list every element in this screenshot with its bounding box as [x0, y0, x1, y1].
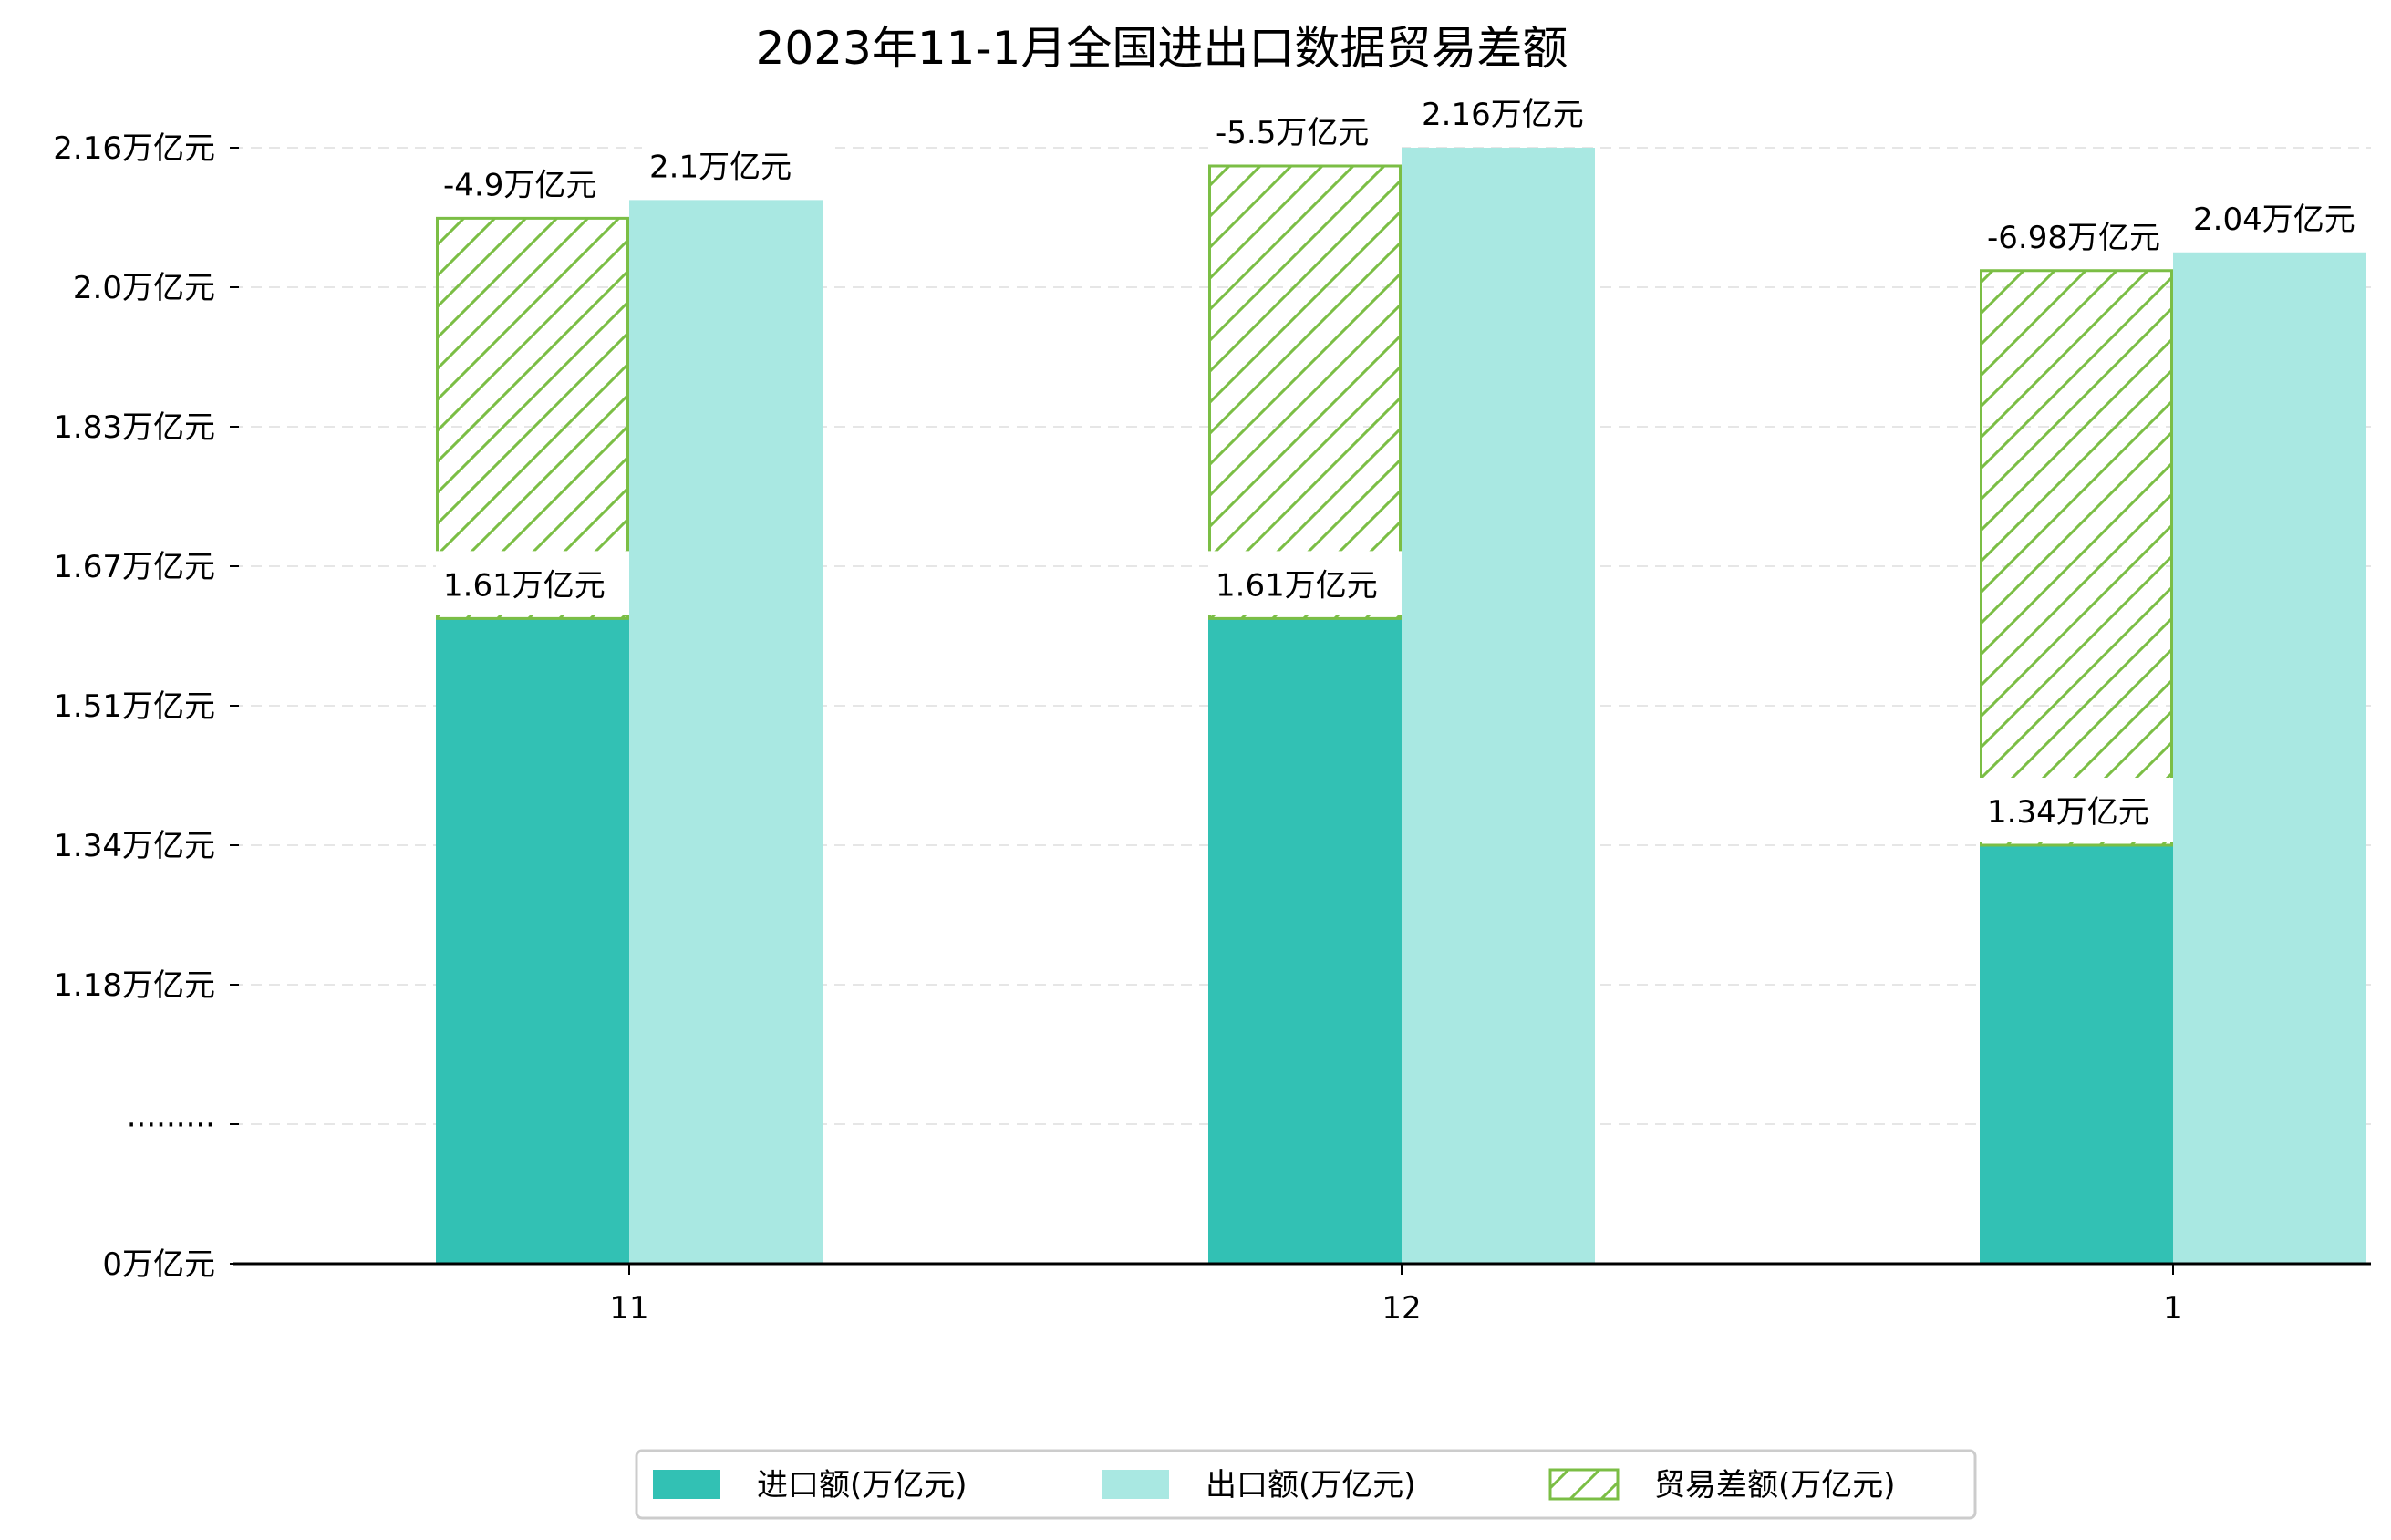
y-tick-label: 1.18万亿元: [53, 967, 215, 1004]
legend-balance: 贸易差额(万亿元): [1548, 1467, 1896, 1504]
trade-balance-bar: [1208, 164, 1402, 620]
label-background: [2186, 184, 2379, 249]
label-background: [642, 132, 835, 197]
export-value-label: 2.1万亿元: [649, 149, 792, 185]
x-tick-label: 11: [609, 1290, 648, 1327]
y-tick-label: 1.67万亿元: [53, 549, 215, 585]
export-value-label: 2.04万亿元: [2193, 202, 2355, 238]
balance-value-label-group: -6.98万亿元: [1980, 202, 2173, 267]
legend-balance-swatch: [1548, 1468, 1620, 1501]
legend-import-label: 进口额(万亿元): [757, 1467, 968, 1504]
label-background: [436, 150, 629, 215]
bars: [436, 148, 2366, 1264]
export-bar: [2173, 252, 2366, 1264]
legend-import-swatch: [653, 1470, 720, 1499]
import-value-label: 1.61万亿元: [443, 567, 606, 604]
chart-title: 2023年11-1月全国进出口数据贸易差额: [756, 22, 1568, 75]
x-tick-label: 12: [1382, 1290, 1421, 1327]
x-axis: 11 12 1: [233, 1262, 2371, 1327]
balance-value-label: -6.98万亿元: [1987, 220, 2160, 256]
balance-value-label: -4.9万亿元: [443, 167, 596, 203]
import-value-label-group: 1.34万亿元: [1980, 778, 2173, 842]
label-background: [1980, 202, 2173, 267]
trade-balance-bar: [1980, 269, 2173, 847]
import-value-label: 1.61万亿元: [1216, 567, 1378, 604]
data-labels: 1.61万亿元 -4.9万亿元 2.1万亿元 1.61万亿元 -5.5万亿元 2.16万亿…: [436, 80, 2379, 842]
legend-export: 出口额(万亿元): [1102, 1467, 1416, 1504]
label-background: [1980, 778, 2173, 842]
export-value-label-group: 2.1万亿元: [642, 132, 835, 197]
legend-export-label: 出口额(万亿元): [1206, 1467, 1416, 1504]
label-background: [1208, 98, 1402, 162]
x-tick-label: 1: [2163, 1290, 2183, 1327]
y-tick-label: 1.34万亿元: [53, 828, 215, 864]
legend-export-swatch: [1102, 1470, 1169, 1499]
y-tick-label: 0万亿元: [102, 1246, 215, 1283]
balance-value-label: -5.5万亿元: [1216, 115, 1369, 151]
export-value-label-group: 2.16万亿元: [1414, 80, 1608, 144]
import-bar: [436, 618, 629, 1264]
export-value-label: 2.16万亿元: [1422, 97, 1584, 133]
import-value-label-group: 1.61万亿元: [1208, 551, 1402, 615]
label-background: [1414, 80, 1608, 144]
y-tick-label: 2.16万亿元: [53, 130, 215, 167]
y-tick-label: 1.51万亿元: [53, 688, 215, 725]
export-bar: [1402, 148, 1595, 1264]
y-tick-label: 2.0万亿元: [73, 270, 215, 306]
legend: 进口额(万亿元) 出口额(万亿元) 贸易差额(万亿元): [635, 1449, 1977, 1520]
legend-balance-label: 贸易差额(万亿元): [1654, 1467, 1896, 1504]
balance-value-label-group: -5.5万亿元: [1208, 98, 1402, 162]
y-tick-label: ·········: [127, 1107, 215, 1143]
legend-import: 进口额(万亿元): [653, 1467, 968, 1504]
import-bar: [1980, 845, 2173, 1264]
label-background: [1208, 551, 1402, 615]
import-value-label: 1.34万亿元: [1987, 794, 2149, 831]
legend-frame: [635, 1449, 1977, 1520]
balance-value-label-group: -4.9万亿元: [436, 150, 629, 215]
export-bar: [629, 200, 823, 1264]
label-background: [436, 551, 629, 615]
export-value-label-group: 2.04万亿元: [2186, 184, 2379, 249]
y-axis: 0万亿元 ········· 1.18万亿元 1.34万亿元 1.51万亿元 1.67万亿…: [53, 130, 239, 1283]
import-value-label-group: 1.61万亿元: [436, 551, 629, 615]
import-bar: [1208, 618, 1402, 1264]
y-tick-label: 1.83万亿元: [53, 409, 215, 446]
